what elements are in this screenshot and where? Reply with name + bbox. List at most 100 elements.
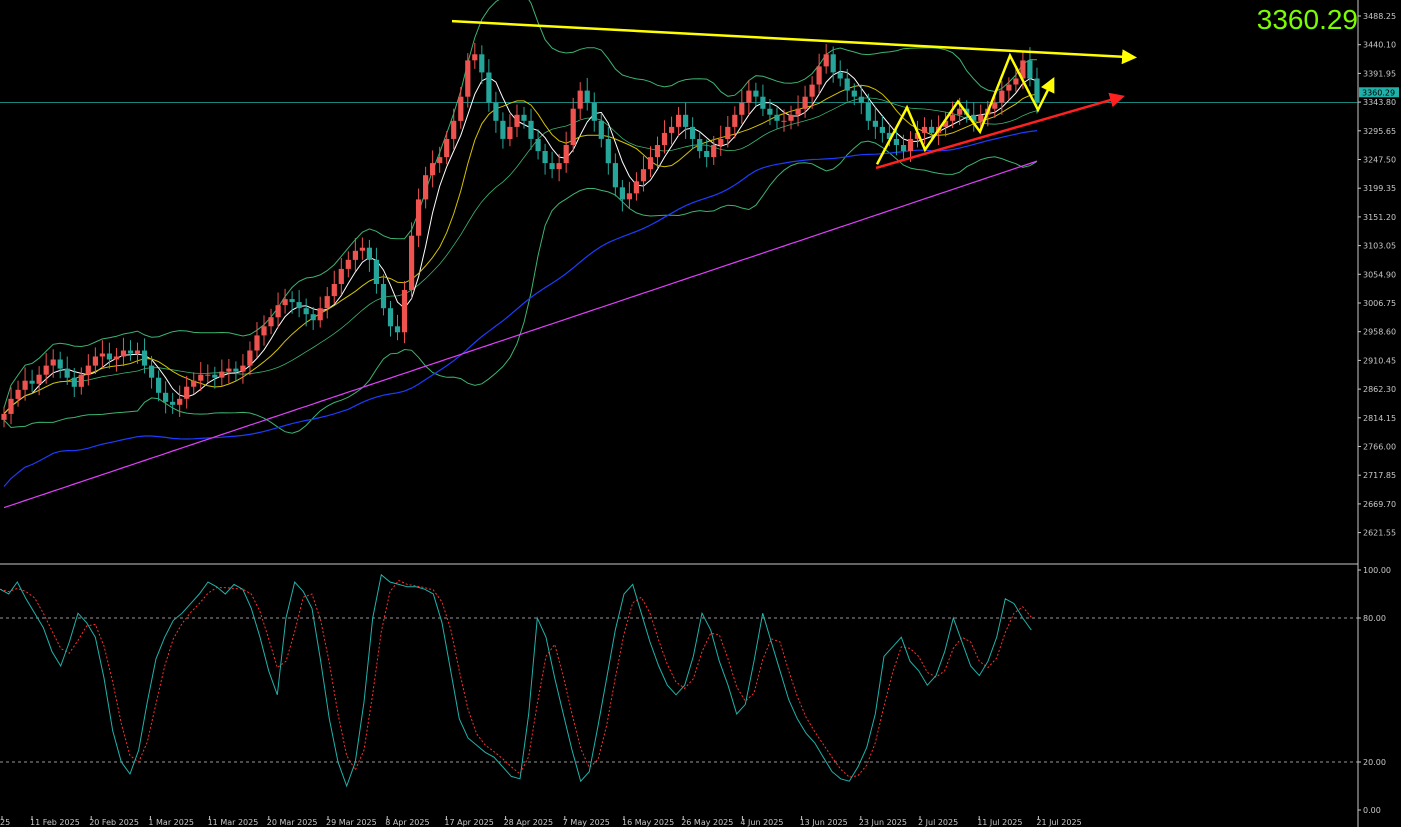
candle: [640, 155, 647, 192]
candle-body: [598, 120, 604, 139]
candle-body: [647, 157, 654, 170]
moving-averages: [3, 70, 1038, 509]
candle: [57, 351, 63, 379]
candle-body: [900, 145, 907, 151]
candle: [570, 97, 576, 153]
candle-body: [338, 268, 344, 284]
candle: [247, 341, 253, 376]
candle-body: [704, 151, 710, 157]
candle: [950, 101, 956, 129]
price-tick-label: 3054.90: [1363, 270, 1396, 279]
candle-body: [830, 54, 836, 73]
price-tick-label: 2717.85: [1363, 471, 1396, 480]
candle-body: [113, 356, 119, 360]
candle-body: [535, 139, 541, 152]
candle: [71, 368, 77, 398]
bollinger-mid: [3, 97, 1038, 415]
candle: [163, 381, 169, 414]
candle: [254, 322, 260, 358]
candle-body: [331, 284, 337, 297]
price-tick-label: 2621.55: [1363, 529, 1396, 538]
candle-body: [556, 163, 562, 170]
candle-body: [872, 120, 878, 127]
candle-body: [781, 120, 787, 122]
candle: [500, 112, 506, 149]
candle-body: [1020, 60, 1026, 79]
price-tick-label: 3440.10: [1363, 41, 1396, 50]
candle-body: [99, 353, 105, 357]
candle: [437, 146, 443, 173]
candle: [92, 347, 98, 375]
candle: [661, 120, 668, 154]
candle: [654, 136, 661, 168]
candle: [198, 361, 204, 391]
candle: [401, 280, 408, 344]
candle-body: [444, 139, 450, 158]
candle: [486, 59, 492, 112]
candle-body: [219, 371, 225, 378]
candle: [584, 77, 590, 111]
candle: [893, 126, 899, 156]
candle: [113, 348, 119, 372]
candle-body: [507, 126, 513, 139]
candle-body: [15, 389, 21, 399]
candle: [50, 349, 56, 378]
candle: [430, 150, 436, 188]
candle-body: [563, 145, 569, 164]
candle-body: [739, 102, 745, 115]
candle-body: [865, 102, 871, 121]
ma-slow: [3, 130, 1038, 487]
candle-body: [345, 259, 351, 269]
current-price-tag: [1359, 87, 1399, 98]
candle-body: [774, 114, 780, 121]
candle: [458, 86, 464, 129]
candle: [999, 80, 1005, 115]
price-tick-label: 2766.00: [1363, 443, 1396, 452]
candle-body: [373, 259, 379, 284]
price-tick-label: 3488.25: [1363, 12, 1396, 21]
candle-body: [837, 72, 843, 79]
candle: [8, 387, 14, 425]
candle: [170, 392, 176, 414]
candle-body: [296, 302, 302, 309]
price-tick-label: 2814.15: [1363, 414, 1396, 423]
candle-body: [275, 305, 281, 318]
bollinger-upper: [3, 0, 1038, 409]
candle-body: [170, 401, 176, 405]
price-readout: 3360.29: [1256, 4, 1358, 35]
date-tick-label: 20 Feb 2025: [89, 818, 139, 827]
candle: [15, 380, 21, 407]
candle: [127, 340, 134, 361]
date-tick-label: 17 Apr 2025: [444, 818, 493, 827]
bollinger-lower: [3, 140, 1038, 434]
candle: [212, 366, 218, 389]
candle-body: [992, 102, 998, 109]
candle-body: [521, 114, 527, 121]
candle-body: [149, 365, 155, 378]
candle-body: [92, 356, 98, 366]
candle: [549, 151, 555, 179]
candle-body: [676, 114, 682, 127]
date-tick-label: 11 Feb 2025: [30, 818, 80, 827]
stochastic-panel: [0, 573, 1358, 788]
candle: [774, 107, 780, 129]
candle-body: [914, 132, 921, 139]
candle: [837, 60, 843, 87]
stoch-main-line: [0, 573, 1032, 788]
candle-body: [240, 365, 246, 372]
candle: [289, 291, 295, 314]
candle: [718, 125, 724, 156]
candle-body: [500, 120, 506, 139]
candle: [760, 84, 766, 116]
candle: [767, 99, 773, 126]
candle-body: [584, 90, 590, 103]
candle: [612, 153, 618, 197]
stoch-signal-line: [0, 579, 1032, 778]
candle-body: [141, 350, 148, 366]
candle: [317, 296, 323, 328]
candle: [373, 247, 379, 294]
candle-body: [907, 139, 914, 152]
candle: [352, 238, 358, 272]
candle-body: [879, 126, 885, 133]
